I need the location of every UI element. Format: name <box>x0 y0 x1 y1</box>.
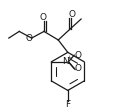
Text: +: + <box>67 55 72 60</box>
Text: N: N <box>62 57 69 66</box>
Text: O: O <box>68 10 75 19</box>
Text: O: O <box>39 13 46 22</box>
Text: O: O <box>74 64 81 73</box>
Text: O: O <box>74 51 81 60</box>
Text: F: F <box>65 100 70 109</box>
Text: O: O <box>25 34 32 43</box>
